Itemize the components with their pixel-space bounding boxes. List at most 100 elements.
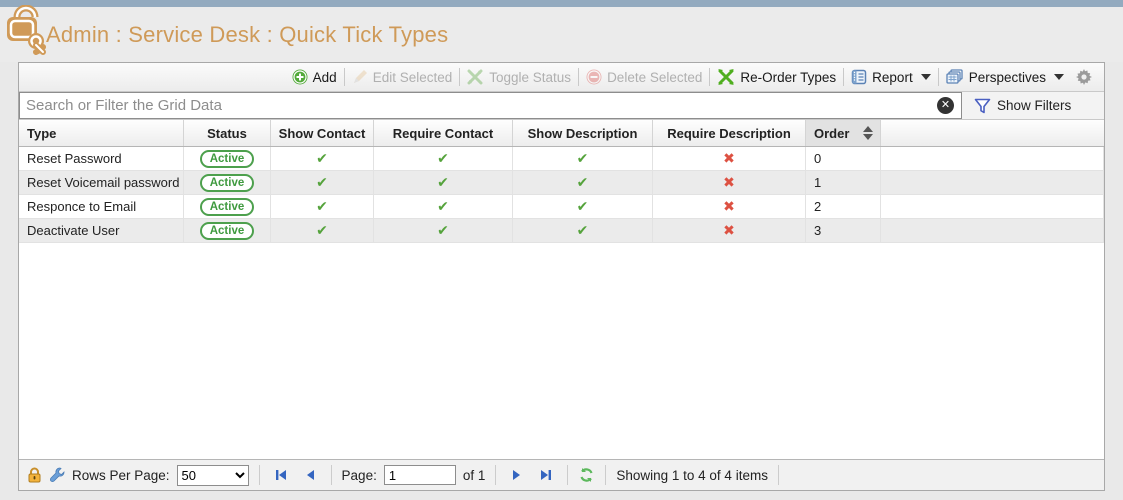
search-input[interactable] [19,92,962,119]
check-icon: ✔ [316,174,328,191]
require-description-cell: ✖ [653,171,806,194]
check-icon: ✔ [576,198,589,215]
search-row: ✕ Show Filters [19,92,1104,120]
toggle-arrows-icon [467,69,484,85]
wrench-icon[interactable] [49,467,65,483]
app-logo-lock-key-icon [3,5,49,55]
perspectives-layers-icon [946,69,964,85]
order-cell: 1 [806,171,881,194]
pagination-separator [495,465,497,485]
order-cell: 0 [806,147,881,170]
pagination-separator [330,465,332,485]
page-number-input[interactable] [383,465,456,485]
status-cell: Active [184,219,271,242]
reorder-types-button[interactable]: Re-Order Types [711,63,842,91]
cross-icon: ✖ [723,198,735,215]
pagination-bar: Rows Per Page: 50 Page: of 1 Showing 1 t… [19,459,1104,490]
last-page-button[interactable] [535,468,557,482]
report-button[interactable]: Report [845,63,937,91]
type-cell: Reset Voicemail password [19,171,184,194]
type-cell: Reset Password [19,147,184,170]
status-cell: Active [184,171,271,194]
filler-cell [881,195,1104,218]
toolbar-separator [343,68,345,86]
require-contact-cell: ✔ [374,219,513,242]
toolbar-separator [459,68,461,86]
pencil-icon [352,69,368,85]
status-cell: Active [184,147,271,170]
show-description-cell: ✔ [513,195,653,218]
refresh-icon[interactable] [578,467,595,483]
filler-cell [881,219,1104,242]
clear-search-icon[interactable]: ✕ [937,97,954,114]
require-description-cell: ✖ [653,219,806,242]
require-description-cell: ✖ [653,147,806,170]
status-badge: Active [199,221,255,240]
require-contact-cell: ✔ [374,147,513,170]
page-label: Page: [341,467,377,483]
toolbar-separator [578,68,580,86]
sort-arrows-icon[interactable] [863,126,874,140]
next-page-button[interactable] [506,468,528,482]
gear-icon [1076,69,1092,85]
grid-body: Reset Password Active ✔ ✔ ✔ ✖ 0 Reset Vo… [19,147,1104,459]
pagination-separator [258,465,260,485]
check-icon: ✔ [576,174,589,191]
column-header-show-contact[interactable]: Show Contact [271,120,374,146]
report-notebook-icon [851,69,867,85]
status-badge: Active [199,173,255,192]
add-button[interactable]: Add [286,63,343,91]
pagination-separator [567,465,569,485]
check-icon: ✔ [576,150,589,167]
grid-header-row: Type Status Show Contact Require Contact… [19,120,1104,147]
column-header-type[interactable]: Type [19,120,184,146]
showing-items-text: Showing 1 to 4 of 4 items [616,467,768,483]
show-contact-cell: ✔ [271,147,374,170]
column-header-show-description[interactable]: Show Description [513,120,653,146]
column-header-require-description[interactable]: Require Description [653,120,806,146]
cross-icon: ✖ [723,222,735,239]
status-badge: Active [199,197,255,216]
show-contact-cell: ✔ [271,195,374,218]
grid-settings-button[interactable] [1070,63,1098,91]
previous-page-button[interactable] [299,468,321,482]
table-row[interactable]: Deactivate User Active ✔ ✔ ✔ ✖ 3 [19,219,1104,243]
top-border-strip [0,0,1123,7]
check-icon: ✔ [316,222,328,239]
first-page-button[interactable] [270,468,292,482]
show-contact-cell: ✔ [271,171,374,194]
perspectives-button[interactable]: Perspectives [940,63,1070,91]
toolbar-separator [709,68,711,86]
pagination-separator [605,465,607,485]
toggle-status-button[interactable]: Toggle Status [461,63,577,91]
delete-selected-button[interactable]: Delete Selected [580,63,708,91]
edit-selected-button[interactable]: Edit Selected [346,63,459,91]
column-header-order[interactable]: Order [806,120,881,146]
pagination-separator [777,465,779,485]
column-header-require-contact[interactable]: Require Contact [374,120,513,146]
check-icon: ✔ [316,150,328,167]
order-cell: 2 [806,195,881,218]
add-icon [292,69,308,85]
filler-cell [881,147,1104,170]
show-filters-button[interactable]: Show Filters [962,92,1104,119]
table-row[interactable]: Reset Voicemail password Active ✔ ✔ ✔ ✖ … [19,171,1104,195]
check-icon: ✔ [437,174,449,191]
rows-per-page-select[interactable]: 50 [176,464,249,486]
toolbar-separator [843,68,845,86]
search-wrap: ✕ [19,92,962,119]
lock-grid-icon[interactable] [27,467,42,483]
type-cell: Responce to Email [19,195,184,218]
filler-cell [881,171,1104,194]
cross-icon: ✖ [723,150,735,167]
table-row[interactable]: Responce to Email Active ✔ ✔ ✔ ✖ 2 [19,195,1104,219]
check-icon: ✔ [316,198,328,215]
order-cell: 3 [806,219,881,242]
chevron-down-icon [920,74,931,80]
table-row[interactable]: Reset Password Active ✔ ✔ ✔ ✖ 0 [19,147,1104,171]
grid-panel: Add Edit Selected Toggle Status Delete S… [18,62,1105,491]
column-header-status[interactable]: Status [184,120,271,146]
rows-per-page-label: Rows Per Page: [72,467,170,483]
grid-toolbar: Add Edit Selected Toggle Status Delete S… [19,63,1104,92]
type-cell: Deactivate User [19,219,184,242]
